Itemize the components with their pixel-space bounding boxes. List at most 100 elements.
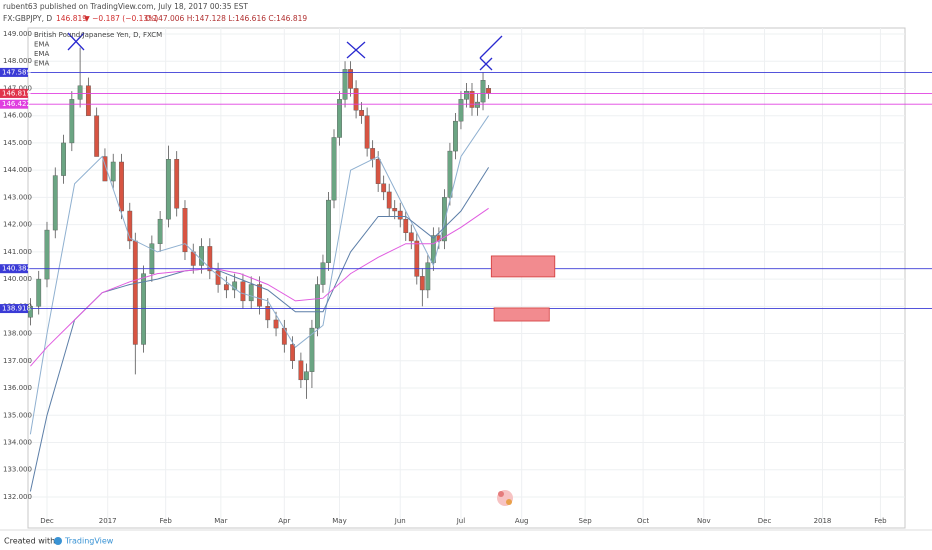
x-tick-label: 2017 — [99, 517, 117, 525]
candle-body — [320, 262, 326, 285]
candle-body — [182, 208, 188, 253]
candle-body — [458, 99, 464, 122]
y-tick-label: 141.000 — [3, 248, 32, 256]
x-tick-label: Aug — [515, 517, 529, 525]
candle-body — [36, 278, 42, 307]
candle-body — [315, 284, 320, 329]
candle-body — [375, 159, 381, 184]
y-tick-label: 133.000 — [3, 466, 32, 474]
axis: 132.000 133.000 134.000 135.000 136.000 137.0… — [0, 30, 887, 525]
candle-body — [309, 327, 315, 372]
candle-body — [257, 284, 262, 307]
grid — [28, 28, 905, 525]
candle-body — [342, 69, 348, 100]
price-change: ▼ −0.187 (−0.13%) — [84, 14, 158, 23]
zone-box — [493, 307, 550, 322]
candle-body — [166, 159, 171, 220]
y-tick-label: 142.000 — [3, 221, 32, 229]
candle-body — [441, 197, 447, 242]
candle-body — [290, 344, 296, 361]
candle-body — [364, 115, 370, 149]
plot-frame — [27, 27, 906, 529]
candle-body — [397, 210, 403, 220]
last-price-label: 146.819 — [2, 89, 31, 97]
y-tick-label: 135.000 — [3, 411, 32, 419]
candle-body — [265, 306, 271, 321]
candle-body — [469, 90, 475, 108]
candle-body — [141, 273, 146, 345]
candle-body — [149, 243, 155, 274]
price-label-bg — [0, 264, 28, 274]
x-tick-label: Mar — [214, 517, 227, 525]
candle-body — [359, 110, 365, 116]
price-label: 140.382 — [2, 265, 31, 273]
cross-mark — [346, 41, 366, 59]
y-tick-label: 145.000 — [3, 139, 32, 147]
candle-body — [52, 175, 58, 231]
candle-body — [326, 199, 331, 263]
candle-body — [232, 281, 238, 291]
price-label: 146.422 — [2, 100, 31, 108]
candle-body — [414, 240, 420, 277]
logo-dot — [506, 499, 512, 505]
candle-body — [77, 85, 83, 100]
candle-body — [44, 229, 50, 280]
candle-body — [69, 99, 75, 144]
price-label-bg — [0, 67, 28, 77]
cross-mark — [479, 35, 503, 71]
cross-mark — [67, 32, 85, 51]
candle-body — [386, 191, 392, 209]
logo-dot — [498, 491, 504, 497]
last-price: 146.819 — [56, 14, 87, 23]
annotations — [67, 32, 503, 71]
candle-body — [331, 137, 337, 201]
y-tick-label: 147.000 — [3, 84, 32, 92]
x-tick-label: Sep — [579, 517, 593, 525]
candle-body — [102, 156, 108, 182]
candle-body — [447, 150, 453, 198]
candle-body — [132, 240, 138, 345]
legend-entry: British Pound/Japanese Yen, D, FXCM — [34, 31, 162, 39]
price-label: 138.918 — [2, 305, 31, 313]
x-tick-label: Feb — [159, 517, 172, 525]
last-price-bg — [0, 88, 28, 98]
candle-body — [337, 99, 342, 138]
x-tick-label: 2018 — [814, 517, 832, 525]
candle-body — [157, 218, 163, 244]
candle-body — [480, 80, 486, 103]
ema-line — [30, 207, 489, 367]
candle-body — [430, 235, 436, 263]
candle-body — [94, 115, 100, 157]
candle-body — [298, 360, 304, 381]
candle-body — [348, 69, 353, 89]
candle-body — [425, 262, 431, 291]
price-label: 147.589 — [2, 68, 31, 76]
candle-body — [28, 306, 33, 318]
x-tick-label: Apr — [278, 517, 290, 525]
candle-body — [403, 218, 409, 233]
candle-body — [353, 88, 359, 111]
y-tick-label: 137.000 — [3, 357, 32, 365]
y-tick-label: 143.000 — [3, 193, 32, 201]
candle-body — [304, 371, 309, 381]
candle-body — [370, 148, 376, 160]
candle-body — [110, 161, 116, 182]
logo — [497, 490, 513, 506]
candle-body — [273, 319, 279, 329]
candle-body — [464, 90, 469, 100]
candle-body — [248, 284, 254, 302]
y-tick-label: 149.000 — [3, 30, 32, 38]
x-tick-label: Dec — [40, 517, 54, 525]
x-tick-label: Nov — [697, 517, 711, 525]
x-tick-label: Dec — [758, 517, 772, 525]
x-tick-label: Jul — [456, 517, 466, 525]
y-tick-label: 148.000 — [3, 57, 32, 65]
candle-body — [119, 161, 124, 212]
candle-body — [215, 270, 221, 285]
y-tick-label: 144.000 — [3, 166, 32, 174]
candle-body — [199, 246, 204, 266]
footer-logo — [54, 537, 62, 545]
